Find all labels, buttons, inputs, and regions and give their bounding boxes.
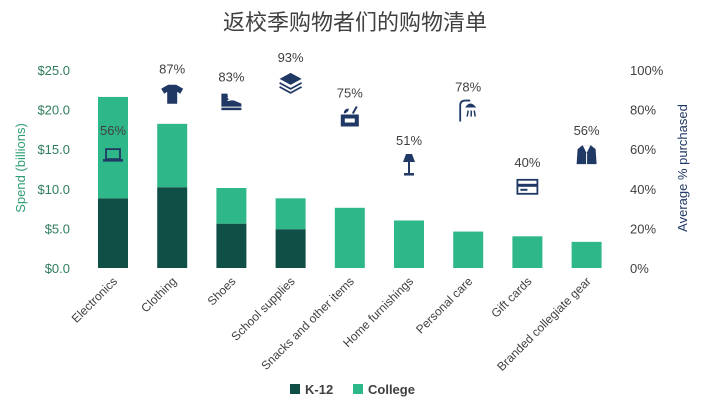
snack-box-icon	[340, 106, 359, 127]
bar-college	[394, 220, 424, 268]
laptop-icon	[103, 148, 123, 162]
bar-college	[334, 207, 365, 268]
icons	[103, 72, 597, 195]
bar-college	[98, 96, 128, 199]
books-icon	[279, 72, 303, 94]
bar-college	[216, 188, 247, 224]
category-label: Electronics	[69, 274, 120, 325]
percent-label: 51%	[396, 133, 422, 148]
bar-college	[571, 241, 602, 268]
bar-college	[512, 236, 543, 268]
bars	[98, 96, 602, 268]
left-tick-label: $25.0	[37, 63, 70, 78]
category-label: Personal care	[413, 274, 475, 336]
left-tick-label: $15.0	[37, 142, 70, 157]
percent-label: 56%	[100, 123, 126, 138]
bar-college	[453, 231, 484, 268]
percent-label: 93%	[278, 50, 304, 65]
legend: K-12 College	[290, 382, 415, 397]
right-tick-label: 40%	[630, 182, 656, 197]
sneaker-icon	[221, 93, 242, 111]
right-tick-label: 80%	[630, 103, 656, 118]
gift-card-icon	[516, 178, 539, 195]
percent-label: 78%	[455, 80, 481, 95]
bar-k-12	[157, 187, 188, 268]
left-axis: $0.0 $5.0 $10.0 $15.0 $20.0 $25.0	[37, 63, 70, 276]
bar-college	[275, 198, 306, 230]
right-tick-label: 100%	[630, 63, 664, 78]
percent-labels: 56% 87% 83% 93% 75% 51% 78% 40% 56%	[100, 50, 600, 170]
percent-label: 83%	[218, 70, 244, 85]
category-label: Clothing	[138, 274, 179, 315]
right-axis: 0% 20% 40% 60% 80% 100%	[630, 63, 664, 276]
legend-swatch	[353, 384, 363, 394]
legend-label: K-12	[305, 382, 333, 397]
percent-label: 87%	[159, 62, 185, 77]
percent-label: 40%	[514, 155, 540, 170]
lamp-icon	[403, 154, 415, 176]
left-axis-title: Spend (billions)	[13, 123, 28, 213]
bar-k-12	[275, 229, 306, 268]
right-tick-label: 0%	[630, 261, 649, 276]
left-tick-label: $5.0	[45, 221, 70, 236]
category-label: Shoes	[205, 274, 239, 308]
percent-label: 56%	[574, 123, 600, 138]
bar-k-12	[98, 198, 128, 268]
right-tick-label: 60%	[630, 142, 656, 157]
legend-swatch	[290, 384, 300, 394]
right-tick-label: 20%	[630, 221, 656, 236]
left-tick-label: $0.0	[45, 261, 70, 276]
tshirt-icon	[161, 84, 184, 104]
right-axis-title: Average % purchased	[675, 104, 690, 232]
bar-college	[157, 123, 188, 188]
left-tick-label: $20.0	[37, 103, 70, 118]
percent-label: 75%	[337, 86, 363, 101]
bar-k-12	[216, 223, 247, 268]
jacket-icon	[576, 145, 597, 165]
category-label: Gift cards	[488, 274, 534, 320]
shower-icon	[459, 99, 477, 122]
chart-title: 返校季购物者们的购物清单	[223, 10, 487, 35]
left-tick-label: $10.0	[37, 182, 70, 197]
legend-label: College	[368, 382, 415, 397]
